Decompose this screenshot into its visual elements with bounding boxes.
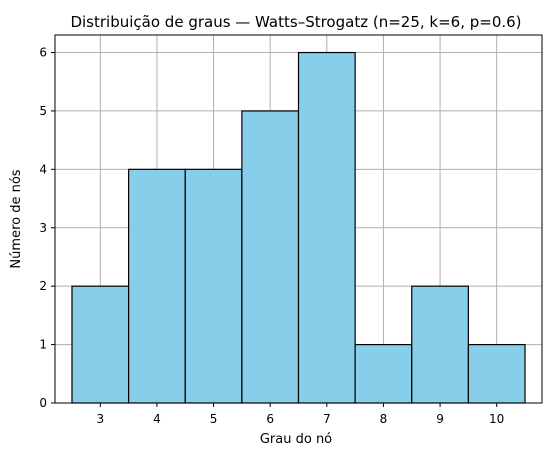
bar-9 bbox=[411, 285, 469, 404]
y-tick-label: 1 bbox=[39, 338, 47, 352]
y-tick-label: 4 bbox=[39, 162, 47, 176]
bar-layer bbox=[71, 51, 526, 404]
x-tick-label: 8 bbox=[380, 412, 388, 426]
bar-10 bbox=[467, 343, 526, 404]
x-tick-label: 9 bbox=[436, 412, 444, 426]
x-tick-label: 10 bbox=[489, 412, 504, 426]
bar-5 bbox=[184, 168, 243, 404]
bar-4 bbox=[128, 168, 186, 404]
x-tick-label: 5 bbox=[210, 412, 218, 426]
bar-6 bbox=[241, 110, 300, 404]
y-tick-label: 0 bbox=[39, 396, 47, 410]
y-axis-label: Número de nós bbox=[9, 169, 24, 268]
bar-3 bbox=[71, 285, 130, 404]
y-tick-label: 2 bbox=[39, 279, 47, 293]
plot-frame bbox=[54, 34, 543, 404]
x-tick-label: 7 bbox=[323, 412, 331, 426]
y-tick-label: 6 bbox=[39, 46, 47, 60]
y-tick-label: 5 bbox=[39, 104, 47, 118]
x-axis-label: Grau do nó bbox=[260, 432, 332, 447]
y-tick-label: 3 bbox=[39, 221, 47, 235]
chart-title: Distribuição de graus — Watts–Strogatz (… bbox=[70, 13, 521, 31]
bar-7 bbox=[297, 51, 356, 404]
x-tick-label: 3 bbox=[96, 412, 104, 426]
x-tick-label: 6 bbox=[266, 412, 274, 426]
x-tick-label: 4 bbox=[153, 412, 161, 426]
tick-layer: 0 1 2 3 4 5 6 3 4 5 6 7 8 9 10 bbox=[39, 46, 504, 426]
bar-8 bbox=[354, 343, 413, 404]
